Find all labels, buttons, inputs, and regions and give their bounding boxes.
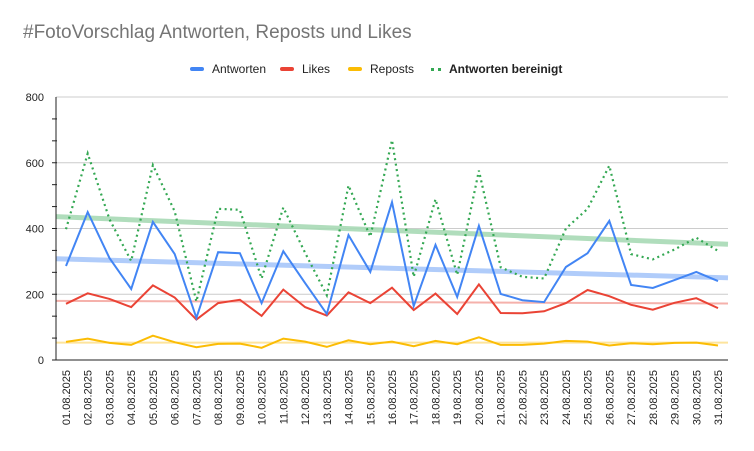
y-tick-label: 0 — [38, 355, 44, 367]
x-tick-label: 10.08.2025 — [257, 370, 269, 425]
chart-legend: Antworten Likes Reposts Antworten berein… — [0, 62, 754, 78]
x-tick-label: 16.08.2025 — [387, 370, 399, 425]
legend-item-antworten-bereinigt[interactable]: Antworten bereinigt — [431, 62, 562, 76]
legend-swatch-likes — [280, 67, 294, 71]
x-tick-label: 08.08.2025 — [213, 370, 225, 425]
x-tick-label: 11.08.2025 — [278, 370, 290, 424]
gridlines — [56, 96, 728, 295]
x-axis-labels: 01.08.2025 02.08.2025 03.08.2025 04.08.2025… — [61, 370, 725, 425]
trendline-likes — [55, 299, 729, 305]
x-tick-label: 05.08.2025 — [148, 370, 160, 425]
x-tick-label: 20.08.2025 — [474, 370, 486, 425]
legend-label-likes: Likes — [302, 62, 331, 76]
legend-swatch-antworten — [190, 67, 204, 71]
x-tick-label: 24.08.2025 — [561, 370, 573, 425]
x-tick-label: 31.08.2025 — [713, 370, 725, 425]
trendline-antworten-bereinigt — [55, 214, 729, 247]
x-tick-label: 23.08.2025 — [539, 370, 551, 425]
x-tick-label: 09.08.2025 — [235, 370, 247, 425]
x-tick-label: 07.08.2025 — [191, 370, 203, 425]
y-tick-label: 600 — [26, 158, 44, 170]
x-tick-label: 28.08.2025 — [648, 370, 660, 425]
x-tick-label: 25.08.2025 — [583, 370, 595, 425]
x-tick-label: 01.08.2025 — [61, 370, 73, 425]
y-axis-labels: 0 200 400 600 800 — [26, 92, 44, 367]
y-tick-label: 400 — [26, 224, 44, 236]
series-line-reposts — [65, 334, 719, 349]
series-lines — [64, 139, 719, 349]
x-tick-label: 03.08.2025 — [104, 370, 116, 425]
y-tick-label: 800 — [26, 92, 44, 104]
x-tick-label: 21.08.2025 — [496, 370, 508, 425]
x-tick-label: 12.08.2025 — [300, 370, 312, 425]
x-tick-label: 06.08.2025 — [170, 370, 182, 425]
x-tick-label: 14.08.2025 — [344, 370, 356, 425]
legend-label-antworten: Antworten — [212, 62, 267, 76]
trendlines — [55, 214, 729, 344]
x-tick-label: 22.08.2025 — [517, 370, 529, 425]
axes — [52, 97, 728, 361]
series-line-likes — [65, 282, 719, 321]
x-tick-label: 27.08.2025 — [626, 370, 638, 425]
x-tick-label: 18.08.2025 — [430, 370, 442, 425]
legend-swatch-antworten-bereinigt — [431, 67, 441, 71]
x-tick-label: 26.08.2025 — [604, 370, 616, 425]
trendline-antworten — [55, 256, 729, 281]
x-tick-label: 02.08.2025 — [83, 370, 95, 425]
x-tick-label: 19.08.2025 — [452, 370, 464, 425]
y-tick-label: 200 — [26, 289, 44, 301]
x-tick-label: 15.08.2025 — [365, 370, 377, 425]
legend-item-likes[interactable]: Likes — [280, 62, 330, 76]
x-tick-label: 17.08.2025 — [409, 370, 421, 425]
x-tick-label: 13.08.2025 — [322, 370, 334, 425]
legend-label-antworten-bereinigt: Antworten bereinigt — [449, 62, 563, 76]
legend-item-reposts[interactable]: Reposts — [348, 62, 414, 76]
x-tick-label: 30.08.2025 — [691, 370, 703, 425]
x-tick-label: 29.08.2025 — [670, 370, 682, 425]
x-tick-label: 04.08.2025 — [126, 370, 138, 425]
chart-title: #FotoVorschlag Antworten, Reposts und Li… — [23, 22, 412, 43]
legend-item-antworten[interactable]: Antworten — [190, 62, 266, 76]
legend-label-reposts: Reposts — [370, 62, 415, 76]
legend-swatch-reposts — [348, 67, 362, 71]
